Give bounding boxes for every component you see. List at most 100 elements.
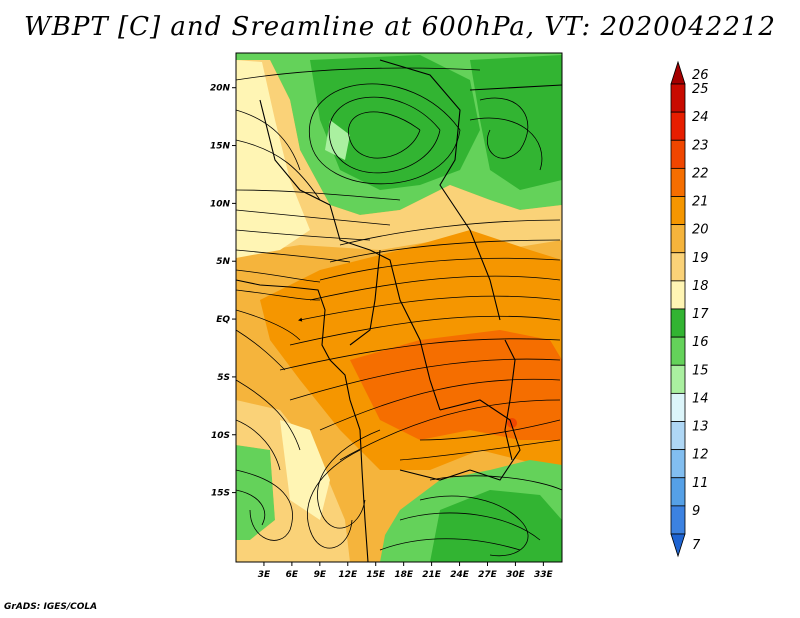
y-tick-label: 15N bbox=[210, 142, 231, 152]
country-border-4 bbox=[349, 249, 381, 346]
country-border-6 bbox=[469, 84, 562, 91]
y-tick-label: 15S bbox=[211, 489, 230, 499]
streamline bbox=[289, 315, 561, 346]
streamline bbox=[236, 329, 286, 371]
x-tick-label: 9E bbox=[314, 570, 327, 580]
colorbar-swatch bbox=[670, 421, 686, 451]
streamline bbox=[236, 249, 351, 263]
y-tick-label: 10S bbox=[211, 431, 230, 441]
country-border-3 bbox=[259, 99, 331, 206]
field-north-darkgreen bbox=[310, 55, 480, 190]
streamline bbox=[236, 229, 371, 241]
colorbar-swatch bbox=[670, 364, 686, 394]
y-tick-label: 5S bbox=[217, 373, 230, 383]
colorbar-label: 15 bbox=[692, 363, 709, 378]
field-tan-band bbox=[236, 60, 562, 255]
y-axis: 20N 15N 10N 5N EQ 5S 10S 15S bbox=[210, 84, 236, 499]
streamline bbox=[236, 209, 391, 226]
x-tick-label: 27E bbox=[478, 570, 498, 580]
field-south-darkgreen bbox=[430, 490, 562, 562]
colorbar-label: 26 bbox=[692, 68, 709, 83]
streamline bbox=[469, 117, 543, 171]
streamline bbox=[298, 295, 561, 322]
colorbar-label: 22 bbox=[692, 166, 709, 181]
credit-label: GrADS: IGES/COLA bbox=[4, 602, 98, 612]
streamline bbox=[317, 429, 381, 529]
field-hotspot bbox=[507, 418, 517, 428]
colorbar-label: 25 bbox=[692, 82, 709, 97]
streamline bbox=[419, 419, 561, 441]
streamline bbox=[479, 97, 529, 159]
x-tick-label: 21E bbox=[422, 570, 442, 580]
streamline bbox=[319, 378, 561, 431]
streamline bbox=[309, 83, 461, 185]
colorbar-label: 11 bbox=[692, 476, 709, 491]
colorbar-swatch bbox=[670, 336, 686, 366]
colorbar-label: 16 bbox=[692, 335, 709, 350]
colorbar-label: 9 bbox=[692, 504, 700, 519]
borders bbox=[236, 59, 562, 562]
y-tick-label: 20N bbox=[210, 84, 231, 94]
colorbar-bottom-arrow bbox=[670, 533, 686, 558]
colorbar-label: 12 bbox=[692, 448, 709, 463]
x-tick-label: 18E bbox=[394, 570, 414, 580]
streamline bbox=[289, 358, 561, 401]
colorbar-swatch bbox=[670, 252, 686, 282]
streamline bbox=[399, 512, 541, 541]
streamline bbox=[307, 449, 361, 549]
wbpt-field bbox=[236, 53, 562, 562]
streamline bbox=[348, 111, 421, 159]
colorbar-top-arrow bbox=[670, 60, 686, 85]
colorbar-label: 19 bbox=[692, 251, 709, 266]
field-north-lightgreen bbox=[325, 120, 350, 160]
streamline bbox=[236, 379, 301, 451]
streamline bbox=[329, 239, 561, 263]
streamline bbox=[379, 538, 521, 551]
x-axis: 3E 6E 9E 12E 15E 18E 21E 24E 27E 30E 33E bbox=[258, 562, 554, 580]
colorbar-label: 21 bbox=[692, 195, 709, 210]
colorbar-swatch bbox=[670, 505, 686, 535]
colorbar-label: 14 bbox=[692, 391, 709, 406]
colorbar-label: 23 bbox=[692, 138, 709, 153]
map-frame bbox=[235, 52, 563, 563]
streamline bbox=[236, 419, 281, 471]
colorbar-swatch bbox=[670, 196, 686, 226]
streamline bbox=[339, 399, 561, 461]
x-tick-label: 6E bbox=[286, 570, 299, 580]
streamline bbox=[279, 338, 561, 371]
colorbar-swatch bbox=[670, 477, 686, 507]
streamline bbox=[236, 269, 321, 283]
coastline bbox=[236, 279, 369, 562]
colorbar-swatch bbox=[670, 111, 686, 141]
colorbar-swatch bbox=[670, 280, 686, 310]
x-tick-label: 12E bbox=[338, 570, 358, 580]
country-border-1 bbox=[379, 59, 501, 321]
country-border-5 bbox=[439, 399, 521, 481]
colorbar-swatch bbox=[670, 449, 686, 479]
colorbar-label: 13 bbox=[692, 420, 709, 435]
streamline bbox=[236, 469, 293, 541]
streamline bbox=[309, 275, 561, 301]
field-yellow-west bbox=[236, 60, 310, 258]
y-tick-label: EQ bbox=[216, 315, 230, 325]
colorbar-label: 17 bbox=[692, 307, 709, 322]
streamline bbox=[236, 309, 301, 341]
chart-title: WBPT [C] and Sreamline at 600hPa, VT: 20… bbox=[24, 12, 776, 42]
field-southwest-green bbox=[236, 445, 275, 540]
colorbar-swatch bbox=[670, 139, 686, 169]
colorbar-label: 18 bbox=[692, 279, 709, 294]
streamline bbox=[236, 109, 301, 171]
y-tick-label: 5N bbox=[216, 257, 230, 267]
colorbar-label: 7 bbox=[692, 538, 701, 553]
x-tick-label: 3E bbox=[258, 570, 271, 580]
streamline bbox=[419, 495, 529, 557]
colorbar-label: 24 bbox=[692, 110, 709, 125]
streamline bbox=[429, 475, 562, 491]
streamline bbox=[319, 257, 561, 281]
country-border-7 bbox=[399, 469, 471, 481]
colorbar-swatch bbox=[670, 308, 686, 338]
y-tick-label: 10N bbox=[210, 199, 231, 209]
x-tick-label: 30E bbox=[506, 570, 526, 580]
streamline bbox=[236, 189, 401, 201]
